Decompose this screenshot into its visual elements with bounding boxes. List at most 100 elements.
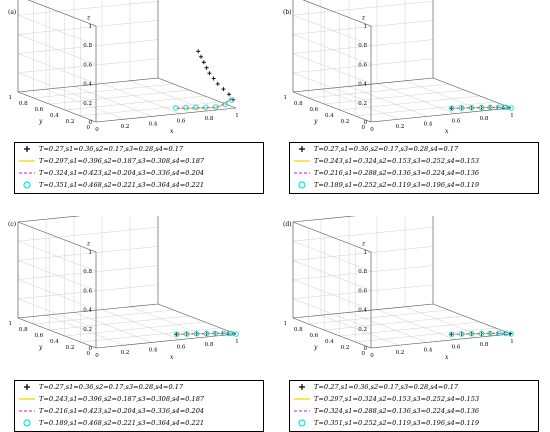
x-tick-label: 0.8 (205, 116, 214, 122)
grid-line (292, 14, 372, 46)
data-point (196, 49, 201, 54)
legend-entry: T=0.324,s1=0.423,s2=0.204,s3=0.336,s4=0.… (15, 167, 204, 179)
grid-line (292, 240, 372, 272)
legend-marker (15, 179, 39, 191)
grid-line (308, 83, 449, 99)
circle-marker (23, 181, 31, 189)
x-tick-label: 0 (370, 353, 374, 359)
panel-label: (c) (8, 221, 16, 228)
grid-line (292, 265, 434, 280)
y-axis-label: y (313, 118, 318, 125)
grid-line (292, 53, 372, 84)
legend-entry: T=0.297,s1=0.324,s2=0.153,s3=0.252,s4=0.… (290, 393, 479, 405)
legend-entry: T=0.297,s1=0.396,s2=0.187,s3=0.308,s4=0.… (15, 155, 204, 167)
axis-edge (302, 0, 372, 27)
legend-marker (290, 393, 314, 405)
panel-a: (a) 0 0.2 0.4 0.6 0.8 1 0 0.2 0.4 0.6 0.8 1 1 0.8 0.6 0.… (0, 0, 275, 216)
z-tick-label: 0.4 (83, 308, 92, 314)
z-tick-label: 0 (364, 120, 368, 126)
legend-label: T=0.189,s1=0.468,s2=0.221,s3=0.364,s4=0.… (39, 419, 205, 427)
z-tick-label: 0.6 (358, 62, 367, 68)
legend-marker (15, 417, 39, 429)
legend-label: T=0.189,s1=0.252,s2=0.119,s3=0.196,s4=0.… (314, 181, 480, 189)
z-tick-label: 0.2 (83, 101, 92, 107)
data-point (495, 104, 502, 111)
data-point (199, 54, 203, 59)
legend-c: T=0.27,s1=0.36,s2=0.17,s3=0.28,s4=0.17 T=… (14, 380, 264, 432)
data-point (503, 330, 509, 337)
data-point (228, 330, 234, 337)
z-tick-label: 0 (89, 120, 93, 126)
circle-marker (23, 419, 31, 427)
grid-line (17, 265, 159, 280)
axis-edge (292, 317, 372, 349)
x-tick-label: 0 (370, 127, 374, 133)
plus-marker (24, 384, 30, 390)
data-point (203, 104, 209, 110)
grid-line (73, 86, 153, 117)
legend-entry: T=0.216,s1=0.423,s2=0.204,s3=0.336,s4=0.… (15, 405, 204, 417)
grid-line (292, 246, 434, 261)
y-tick-label: 0.4 (50, 113, 59, 119)
legend-label: T=0.27,s1=0.36,s2=0.17,s3=0.28,s4=0.17 (39, 145, 184, 153)
data-point (487, 104, 493, 111)
x-tick-label: 0.6 (452, 345, 461, 351)
data-point (211, 76, 216, 81)
z-tick-label: 0.4 (358, 82, 367, 88)
grid-line (348, 86, 428, 117)
legend-marker (290, 417, 314, 429)
data-point (468, 331, 475, 337)
legend-entry: T=0.324,s1=0.288,s2=0.136,s3=0.224,s4=0.… (290, 405, 479, 417)
panel-label: (b) (283, 9, 292, 16)
z-tick-label: 0.6 (83, 288, 92, 294)
legend-entry: T=0.351,s1=0.468,s2=0.221,s3=0.364,s4=0.… (15, 179, 204, 191)
grid-line (292, 279, 372, 310)
plot-area-d: (d) 0 0.2 0.4 0.6 0.8 1 0 0.2 0.4 0.6 0.8 1 1 0.8 0.6 0.… (283, 216, 514, 361)
axis-edge (432, 303, 512, 335)
grid-line (17, 216, 81, 223)
plus-marker (299, 384, 305, 390)
y-tick-label: 0.8 (19, 101, 28, 107)
grid-line (17, 240, 97, 272)
y-tick-label: 0.8 (294, 327, 303, 333)
panel-b: (b) 0 0.2 0.4 0.6 0.8 1 0 0.2 0.4 0.6 0.8 1 1 0.8 0.6 0.… (275, 0, 550, 216)
x-tick-label: 1 (235, 339, 239, 345)
legend-marker (15, 381, 39, 393)
data-point (495, 330, 502, 337)
x-tick-label: 0 (95, 127, 99, 133)
y-tick-label: 1 (9, 321, 13, 327)
y-tick-label: 0.4 (325, 113, 334, 119)
y-tick-label: 0 (87, 125, 91, 131)
grid-line (17, 260, 97, 291)
z-tick-label: 0.8 (358, 43, 367, 49)
y-tick-label: 0.6 (34, 107, 43, 113)
legend-label: T=0.243,s1=0.396,s2=0.187,s3=0.308,s4=0.… (39, 395, 205, 403)
y-tick-label: 0.6 (309, 107, 318, 113)
legend-entry: T=0.189,s1=0.252,s2=0.119,s3=0.196,s4=0.… (290, 179, 479, 191)
x-axis-label: x (170, 354, 174, 361)
legend-entry: T=0.243,s1=0.324,s2=0.153,s3=0.252,s4=0.… (290, 155, 479, 167)
grid-line (355, 327, 496, 343)
grid-line (292, 39, 434, 54)
axis-edge (17, 216, 82, 223)
grid-line (292, 284, 434, 300)
y-tick-label: 0.6 (309, 333, 318, 339)
z-tick-label: 0.6 (358, 288, 367, 294)
x-tick-label: 0.6 (177, 345, 186, 351)
legend-entry: T=0.243,s1=0.396,s2=0.187,s3=0.308,s4=0.… (15, 393, 204, 405)
y-tick-label: 1 (284, 321, 288, 327)
axis-edge (17, 221, 97, 253)
axis-edge (370, 333, 512, 349)
x-tick-label: 0.2 (396, 124, 405, 130)
grid-line (17, 58, 159, 74)
plot-area-b: (b) 0 0.2 0.4 0.6 0.8 1 0 0.2 0.4 0.6 0.8 1 1 0.8 0.6 0.… (283, 0, 514, 135)
grid-line (101, 309, 181, 340)
grid-line (64, 95, 205, 111)
axis-edge (157, 303, 237, 335)
y-tick-label: 0 (362, 351, 366, 357)
axis-edge (370, 107, 512, 123)
x-tick-label: 0.2 (121, 124, 130, 130)
grid-line (292, 34, 372, 65)
legend-d: T=0.27,s1=0.36,s2=0.17,s3=0.28,s4=0.17 T=… (289, 380, 539, 432)
x-tick-label: 0.2 (121, 350, 130, 356)
